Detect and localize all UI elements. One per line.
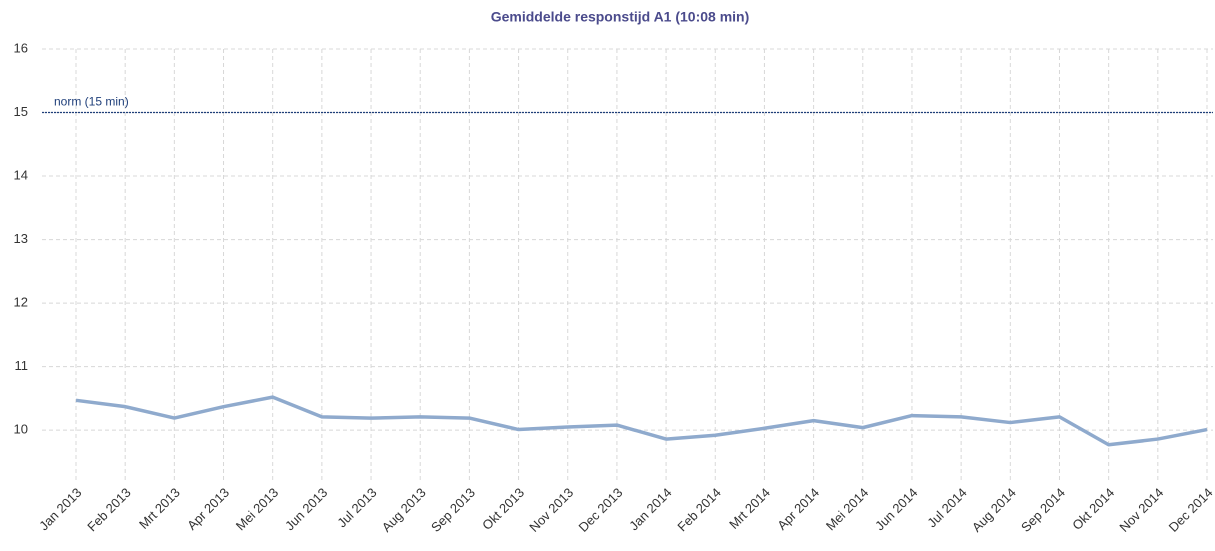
x-tick-label: Dec 2013 xyxy=(576,485,626,535)
x-tick-label: Nov 2014 xyxy=(1116,485,1166,535)
x-tick-label: Okt 2013 xyxy=(479,485,527,533)
x-tick-label: Aug 2014 xyxy=(969,485,1019,535)
x-tick-label: Jan 2013 xyxy=(36,485,84,533)
x-tick-label: Jun 2014 xyxy=(872,485,920,533)
chart-title: Gemiddelde responstijd A1 (10:08 min) xyxy=(491,9,750,25)
y-tick-label: 13 xyxy=(14,231,28,246)
x-tick-label: Apr 2013 xyxy=(184,485,232,533)
x-tick-label: Okt 2014 xyxy=(1069,485,1117,533)
data-line xyxy=(75,395,1208,447)
x-tick-label: Nov 2013 xyxy=(526,485,576,535)
x-tick-label: Dec 2014 xyxy=(1166,485,1215,535)
x-tick-label: Aug 2013 xyxy=(379,485,429,535)
x-tick-label: Apr 2014 xyxy=(774,485,822,533)
y-tick-label: 10 xyxy=(14,422,28,437)
y-tick-label: 16 xyxy=(14,40,28,55)
x-tick-label: Sep 2014 xyxy=(1018,485,1068,535)
x-tick-label: Mrt 2013 xyxy=(136,485,183,532)
x-tick-label: Sep 2013 xyxy=(428,485,478,535)
x-tick-label: Feb 2013 xyxy=(84,485,133,534)
y-tick-label: 15 xyxy=(14,104,28,119)
reference-label: norm (15 min) xyxy=(54,95,129,109)
y-tick-label: 11 xyxy=(15,358,29,373)
x-tick-label: Jul 2014 xyxy=(924,485,969,530)
y-tick-label: 14 xyxy=(14,167,28,182)
x-tick-label: Mei 2013 xyxy=(233,485,281,533)
x-tick-label: Feb 2014 xyxy=(674,485,723,534)
x-tick-label: Mrt 2014 xyxy=(726,485,773,532)
x-tick-label: Jun 2013 xyxy=(282,485,330,533)
x-tick-label: Jul 2013 xyxy=(334,485,379,530)
x-tick-label: Mei 2014 xyxy=(823,485,871,533)
x-tick-label: Jan 2014 xyxy=(626,485,674,533)
y-tick-label: 12 xyxy=(14,295,28,310)
